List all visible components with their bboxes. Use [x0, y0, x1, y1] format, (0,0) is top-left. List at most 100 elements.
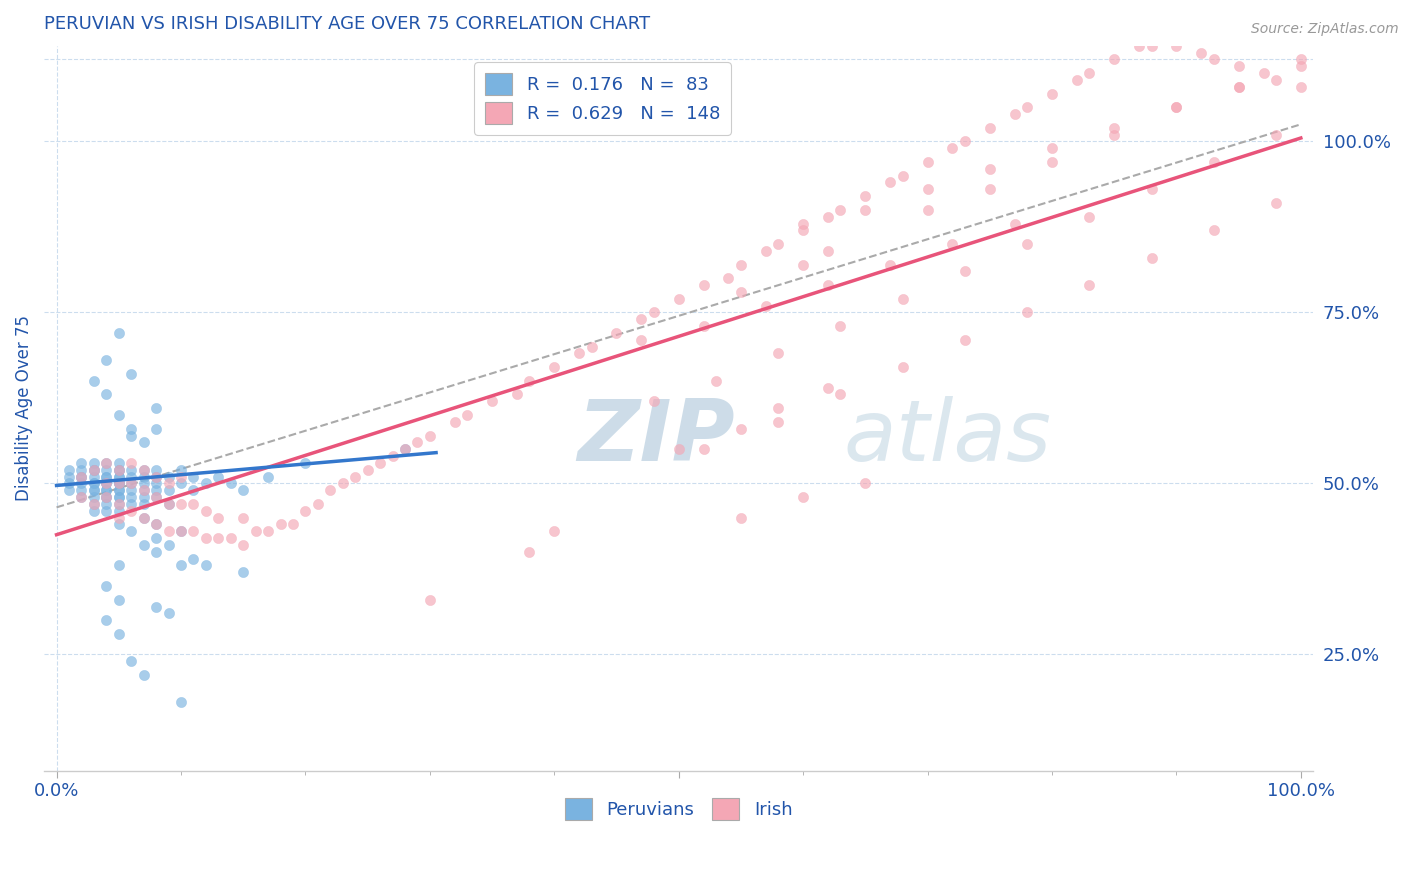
Point: [1078, 210, 1101, 224]
Point: [668, 292, 690, 306]
Point: [132, 497, 155, 511]
Point: [132, 538, 155, 552]
Point: [581, 340, 603, 354]
Point: [891, 360, 914, 375]
Point: [1289, 59, 1312, 73]
Point: [481, 394, 503, 409]
Point: [817, 278, 839, 293]
Point: [96, 504, 118, 518]
Point: [953, 333, 976, 347]
Point: [145, 422, 167, 436]
Point: [941, 237, 963, 252]
Point: [107, 463, 129, 477]
Point: [630, 333, 652, 347]
Point: [194, 531, 217, 545]
Point: [219, 531, 242, 545]
Point: [257, 469, 280, 483]
Point: [132, 463, 155, 477]
Point: [145, 476, 167, 491]
Point: [170, 476, 193, 491]
Point: [692, 442, 714, 457]
Point: [96, 353, 118, 368]
Point: [319, 483, 342, 498]
Point: [1140, 182, 1163, 196]
Point: [96, 483, 118, 498]
Point: [70, 490, 93, 504]
Point: [120, 483, 142, 498]
Point: [83, 490, 105, 504]
Point: [232, 566, 254, 580]
Point: [58, 476, 80, 491]
Point: [853, 189, 876, 203]
Point: [1166, 38, 1188, 53]
Point: [132, 483, 155, 498]
Point: [817, 381, 839, 395]
Point: [394, 442, 416, 457]
Point: [792, 490, 814, 504]
Point: [107, 497, 129, 511]
Point: [568, 346, 591, 360]
Point: [755, 244, 778, 258]
Point: [394, 442, 416, 457]
Point: [1004, 217, 1026, 231]
Point: [145, 490, 167, 504]
Point: [792, 217, 814, 231]
Point: [381, 449, 404, 463]
Point: [120, 524, 142, 539]
Point: [145, 463, 167, 477]
Point: [132, 483, 155, 498]
Point: [232, 483, 254, 498]
Point: [145, 517, 167, 532]
Point: [917, 202, 939, 217]
Point: [183, 497, 205, 511]
Point: [145, 545, 167, 559]
Point: [83, 483, 105, 498]
Point: [107, 476, 129, 491]
Point: [668, 442, 690, 457]
Point: [1040, 141, 1063, 155]
Point: [107, 627, 129, 641]
Point: [692, 278, 714, 293]
Point: [70, 469, 93, 483]
Point: [1265, 73, 1288, 87]
Point: [1202, 155, 1225, 169]
Text: PERUVIAN VS IRISH DISABILITY AGE OVER 75 CORRELATION CHART: PERUVIAN VS IRISH DISABILITY AGE OVER 75…: [44, 15, 650, 33]
Point: [145, 483, 167, 498]
Point: [219, 476, 242, 491]
Point: [107, 483, 129, 498]
Point: [96, 613, 118, 627]
Point: [96, 579, 118, 593]
Point: [96, 476, 118, 491]
Point: [96, 476, 118, 491]
Point: [107, 510, 129, 524]
Point: [419, 592, 441, 607]
Point: [1265, 128, 1288, 142]
Point: [979, 120, 1001, 135]
Point: [107, 558, 129, 573]
Point: [70, 469, 93, 483]
Point: [107, 592, 129, 607]
Point: [132, 490, 155, 504]
Point: [768, 401, 790, 416]
Point: [643, 394, 665, 409]
Point: [120, 469, 142, 483]
Point: [1102, 128, 1125, 142]
Point: [120, 428, 142, 442]
Point: [1128, 38, 1150, 53]
Point: [1078, 66, 1101, 80]
Point: [170, 524, 193, 539]
Point: [120, 497, 142, 511]
Point: [58, 463, 80, 477]
Point: [107, 326, 129, 340]
Point: [107, 463, 129, 477]
Point: [96, 490, 118, 504]
Point: [406, 435, 429, 450]
Point: [792, 223, 814, 237]
Point: [830, 319, 852, 334]
Point: [107, 497, 129, 511]
Point: [830, 202, 852, 217]
Point: [344, 469, 367, 483]
Point: [1253, 66, 1275, 80]
Point: [120, 476, 142, 491]
Point: [768, 346, 790, 360]
